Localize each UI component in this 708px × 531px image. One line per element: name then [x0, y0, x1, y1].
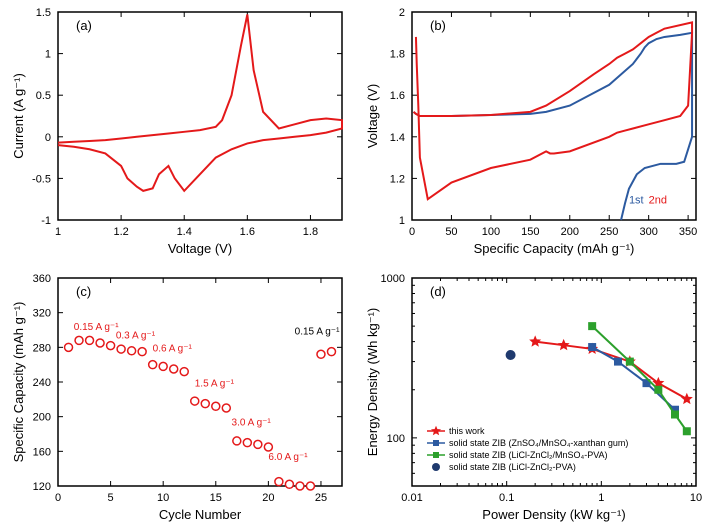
svg-text:10: 10: [157, 492, 169, 504]
svg-text:1.5: 1.5: [36, 7, 51, 19]
svg-text:Specific Capacity (mAh g⁻¹): Specific Capacity (mAh g⁻¹): [11, 301, 26, 462]
svg-text:Energy Density (Wh kg⁻¹): Energy Density (Wh kg⁻¹): [365, 307, 380, 455]
svg-text:250: 250: [600, 226, 618, 238]
svg-text:1.4: 1.4: [177, 226, 192, 238]
svg-text:1.8: 1.8: [390, 49, 405, 61]
svg-text:5: 5: [108, 492, 114, 504]
svg-text:150: 150: [521, 226, 539, 238]
svg-text:(a): (a): [76, 18, 92, 33]
svg-text:100: 100: [387, 432, 405, 444]
svg-text:200: 200: [561, 226, 579, 238]
svg-text:2nd: 2nd: [649, 194, 667, 206]
svg-text:0.6 A g⁻¹: 0.6 A g⁻¹: [153, 343, 193, 354]
svg-text:0.3 A g⁻¹: 0.3 A g⁻¹: [116, 330, 156, 341]
panel-d: 0.01 0.1 1 10 100 1000 Power Density (kW kg⁻¹)…: [354, 266, 708, 531]
svg-text:3.0 A g⁻¹: 3.0 A g⁻¹: [232, 417, 272, 428]
svg-text:(d): (d): [430, 284, 446, 299]
svg-text:1.6: 1.6: [390, 90, 405, 102]
svg-text:Voltage (V): Voltage (V): [365, 84, 380, 148]
svg-text:1st: 1st: [629, 194, 644, 206]
svg-text:Specific Capacity (mAh g⁻¹): Specific Capacity (mAh g⁻¹): [474, 241, 635, 256]
svg-text:0.15 A g⁻¹: 0.15 A g⁻¹: [74, 322, 119, 333]
svg-text:1.8: 1.8: [303, 226, 318, 238]
svg-text:-0.5: -0.5: [32, 173, 51, 185]
svg-text:(c): (c): [76, 284, 91, 299]
svg-text:Voltage (V): Voltage (V): [168, 241, 232, 256]
svg-text:300: 300: [639, 226, 657, 238]
svg-text:(b): (b): [430, 18, 446, 33]
svg-text:1.6: 1.6: [240, 226, 255, 238]
svg-text:280: 280: [33, 342, 51, 354]
panel-b: 0 50 100 150 200 250 300 350 1 1.2 1.4 1.6 1.8 2 Speci…: [354, 0, 708, 266]
svg-text:Current (A g⁻¹): Current (A g⁻¹): [11, 73, 26, 159]
svg-text:this work: this work: [449, 426, 485, 436]
svg-text:1.4: 1.4: [390, 132, 405, 144]
svg-text:160: 160: [33, 446, 51, 458]
svg-text:1000: 1000: [381, 273, 405, 285]
svg-text:15: 15: [210, 492, 222, 504]
svg-text:120: 120: [33, 481, 51, 493]
svg-text:50: 50: [445, 226, 457, 238]
svg-text:25: 25: [315, 492, 327, 504]
svg-text:0: 0: [45, 132, 51, 144]
svg-text:1: 1: [598, 492, 604, 504]
svg-text:0.01: 0.01: [401, 492, 422, 504]
svg-text:360: 360: [33, 273, 51, 285]
svg-text:0.1: 0.1: [499, 492, 514, 504]
svg-text:1.5 A g⁻¹: 1.5 A g⁻¹: [195, 378, 235, 389]
svg-text:1: 1: [55, 226, 61, 238]
svg-text:0: 0: [409, 226, 415, 238]
panel-a: 1 1.2 1.4 1.6 1.8 -1 -0.5 0 0.5 1 1.5 Voltage (V) Cu…: [0, 0, 354, 266]
svg-text:1: 1: [399, 215, 405, 227]
svg-text:Power Density (kW kg⁻¹): Power Density (kW kg⁻¹): [482, 507, 625, 522]
svg-text:Cycle Number: Cycle Number: [159, 507, 242, 522]
svg-text:solid state ZIB (LiCl-ZnCl₂/Mn: solid state ZIB (LiCl-ZnCl₂/MnSO₄-PVA): [449, 450, 608, 460]
svg-text:20: 20: [262, 492, 274, 504]
svg-text:0.5: 0.5: [36, 90, 51, 102]
svg-text:-1: -1: [41, 215, 51, 227]
svg-text:10: 10: [690, 492, 702, 504]
svg-text:0: 0: [55, 492, 61, 504]
svg-text:6.0 A g⁻¹: 6.0 A g⁻¹: [268, 452, 308, 463]
svg-text:solid state ZIB (LiCl-ZnCl₂-PV: solid state ZIB (LiCl-ZnCl₂-PVA): [449, 462, 576, 472]
svg-text:240: 240: [33, 377, 51, 389]
svg-text:200: 200: [33, 411, 51, 423]
svg-text:0.15 A g⁻¹: 0.15 A g⁻¹: [295, 326, 340, 337]
panel-c: 0 5 10 15 20 25 120 160 200 240 280 320 360 Cycle Num…: [0, 266, 354, 531]
svg-text:2: 2: [399, 7, 405, 19]
svg-text:320: 320: [33, 307, 51, 319]
svg-text:350: 350: [679, 226, 697, 238]
svg-text:solid state ZIB (ZnSO₄/MnSO₄-x: solid state ZIB (ZnSO₄/MnSO₄-xanthan gum…: [449, 438, 628, 448]
svg-text:100: 100: [482, 226, 500, 238]
svg-text:1.2: 1.2: [113, 226, 128, 238]
svg-text:1: 1: [45, 49, 51, 61]
svg-text:1.2: 1.2: [390, 173, 405, 185]
